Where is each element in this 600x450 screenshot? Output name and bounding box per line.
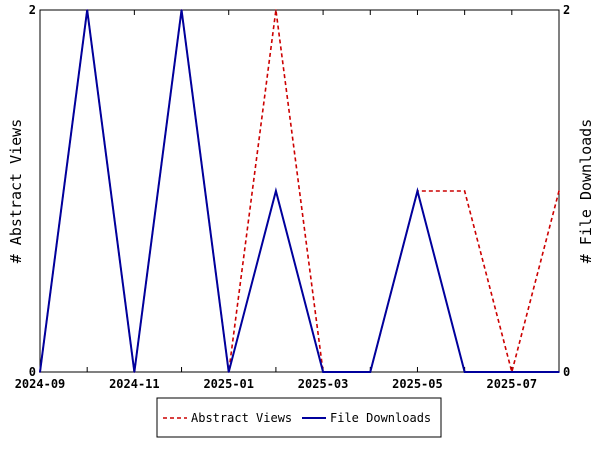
- data-point: [86, 9, 88, 11]
- data-point: [558, 190, 560, 192]
- series-layer: [39, 9, 560, 376]
- data-point: [558, 371, 560, 373]
- series-line-file-downloads: [39, 9, 559, 373]
- y-left-tick-label: 0: [29, 365, 36, 379]
- data-point: [416, 190, 419, 192]
- x-tick-label: 2025-07: [487, 377, 538, 391]
- x-axis-tick-labels: 2024-09 2024-11 2025-01 2025-03 2025-05 2025-…: [15, 377, 537, 391]
- data-point: [463, 190, 466, 192]
- data-point: [511, 371, 513, 373]
- legend-box: [156, 397, 442, 438]
- data-point: [39, 371, 41, 373]
- x-tick-label: 2024-09: [15, 377, 66, 391]
- data-point: [369, 371, 372, 373]
- x-tick-label: 2024-11: [109, 377, 160, 391]
- y-right-tick-label: 2: [563, 3, 570, 17]
- x-tick-label: 2025-05: [392, 377, 443, 391]
- series-line-abstract-views: [39, 9, 560, 376]
- data-point: [322, 371, 324, 373]
- data-point: [180, 9, 183, 11]
- plot-frame: [39, 9, 560, 373]
- y-left-tick-label: 2: [29, 3, 36, 17]
- data-point: [133, 371, 136, 373]
- x-tick-label: 2025-01: [203, 377, 254, 391]
- legend-label-file-downloads: File Downloads: [330, 411, 431, 425]
- legend: Abstract Views File Downloads: [156, 397, 442, 438]
- legend-label-abstract-views: Abstract Views: [191, 411, 292, 425]
- y-right-tick-label: 0: [563, 365, 570, 379]
- y-axis-left-label: # Abstract Views: [7, 119, 25, 264]
- y-axis-right-label: # File Downloads: [577, 119, 595, 264]
- data-point: [227, 371, 230, 373]
- x-tick-label: 2025-03: [298, 377, 349, 391]
- data-point: [463, 371, 466, 373]
- y-axis-tick-labels: 0 2 0 2: [29, 3, 570, 379]
- data-point: [275, 9, 277, 11]
- data-point: [275, 190, 277, 192]
- x-axis-ticks: [39, 10, 560, 372]
